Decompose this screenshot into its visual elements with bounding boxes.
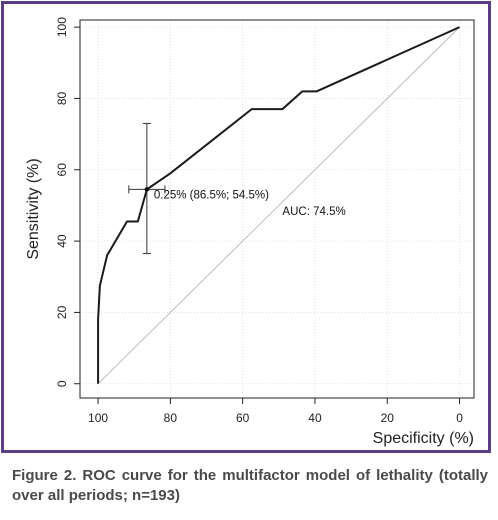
plot-border (79, 19, 475, 399)
auc-label: AUC: 74.5% (282, 206, 345, 218)
y-tick-label: 60 (55, 163, 69, 177)
reference-diagonal (97, 26, 460, 385)
threshold-point (144, 187, 150, 192)
y-tick-label: 40 (55, 234, 69, 248)
x-tick-label: 20 (381, 411, 395, 425)
y-tick-label: 20 (55, 305, 69, 319)
threshold-label: 0.25% (86.5%; 54.5%) (154, 189, 269, 201)
x-tick-label: 60 (236, 411, 250, 425)
roc-chart: 100 80 60 40 20 0 0 20 40 60 80 100 Specificity (%) S… (25, 17, 475, 447)
figure-caption: Figure 2. ROC curve for the multifactor … (12, 467, 488, 504)
y-tick-label: 0 (55, 380, 69, 387)
x-tick-label: 0 (456, 411, 463, 425)
x-axis-title: Specificity (%) (373, 430, 474, 447)
x-tick-label: 80 (164, 411, 178, 425)
y-axis-title: Sensitivity (%) (25, 158, 42, 259)
y-tick-label: 80 (55, 91, 69, 105)
x-tick-label: 40 (308, 411, 322, 425)
y-tick-label: 100 (55, 17, 69, 37)
x-tick-label: 100 (88, 411, 108, 425)
